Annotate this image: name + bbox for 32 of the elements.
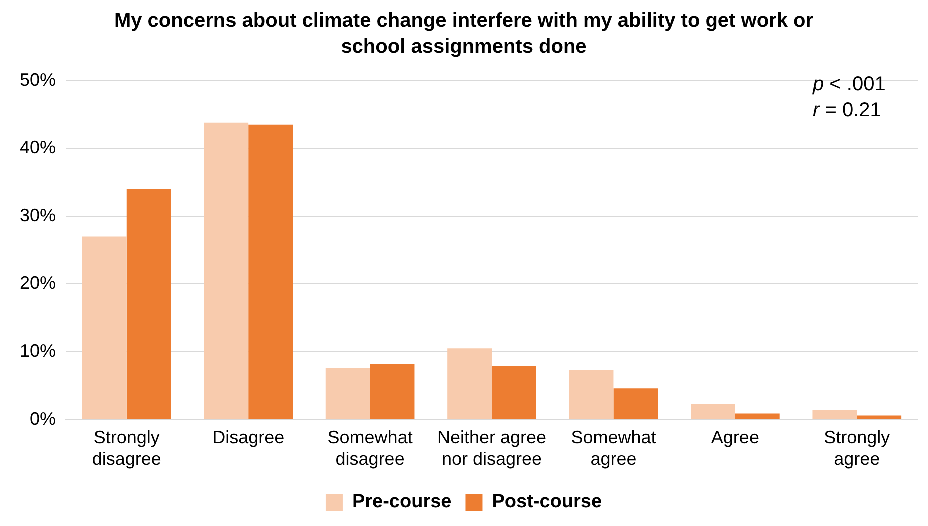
- bar: [857, 416, 902, 420]
- bar: [812, 410, 858, 420]
- bar: [248, 124, 294, 420]
- bar: [204, 122, 249, 420]
- bar: [448, 348, 492, 420]
- x-tick-label: Disagree: [212, 428, 285, 448]
- x-tick-label: Neither agree nor disagree: [437, 428, 547, 470]
- annotation: p < .001: [812, 73, 886, 96]
- bar: [370, 364, 415, 420]
- bar: [126, 189, 172, 420]
- bar: [492, 366, 536, 420]
- bar: [735, 414, 780, 420]
- y-tick-label: 20%: [20, 273, 56, 294]
- y-tick-label: 10%: [20, 340, 56, 361]
- chart-title: My concerns about climate change interfere with my ability to get work or school assignments done: [114, 9, 814, 60]
- bar: [326, 368, 370, 420]
- x-tick-label: Somewhat disagree: [328, 428, 413, 470]
- bar: [82, 236, 127, 420]
- x-tick-label: Agree: [711, 428, 760, 448]
- x-tick-label: Strongly agree: [824, 428, 890, 470]
- y-tick-label: 50%: [20, 70, 56, 90]
- x-tick-label: Strongly disagree: [92, 428, 162, 470]
- x-tick-label: Somewhat agree: [571, 428, 656, 470]
- legend-label: Pre-course: [352, 492, 452, 513]
- y-tick-label: 40%: [20, 138, 56, 158]
- bar: [691, 404, 736, 420]
- bar: [569, 370, 614, 420]
- bar: [614, 388, 658, 420]
- legend-label: Post-course: [492, 492, 602, 513]
- annotation: r = 0.21: [813, 99, 882, 122]
- y-tick-label: 0%: [30, 408, 56, 429]
- y-tick-label: 30%: [20, 205, 56, 226]
